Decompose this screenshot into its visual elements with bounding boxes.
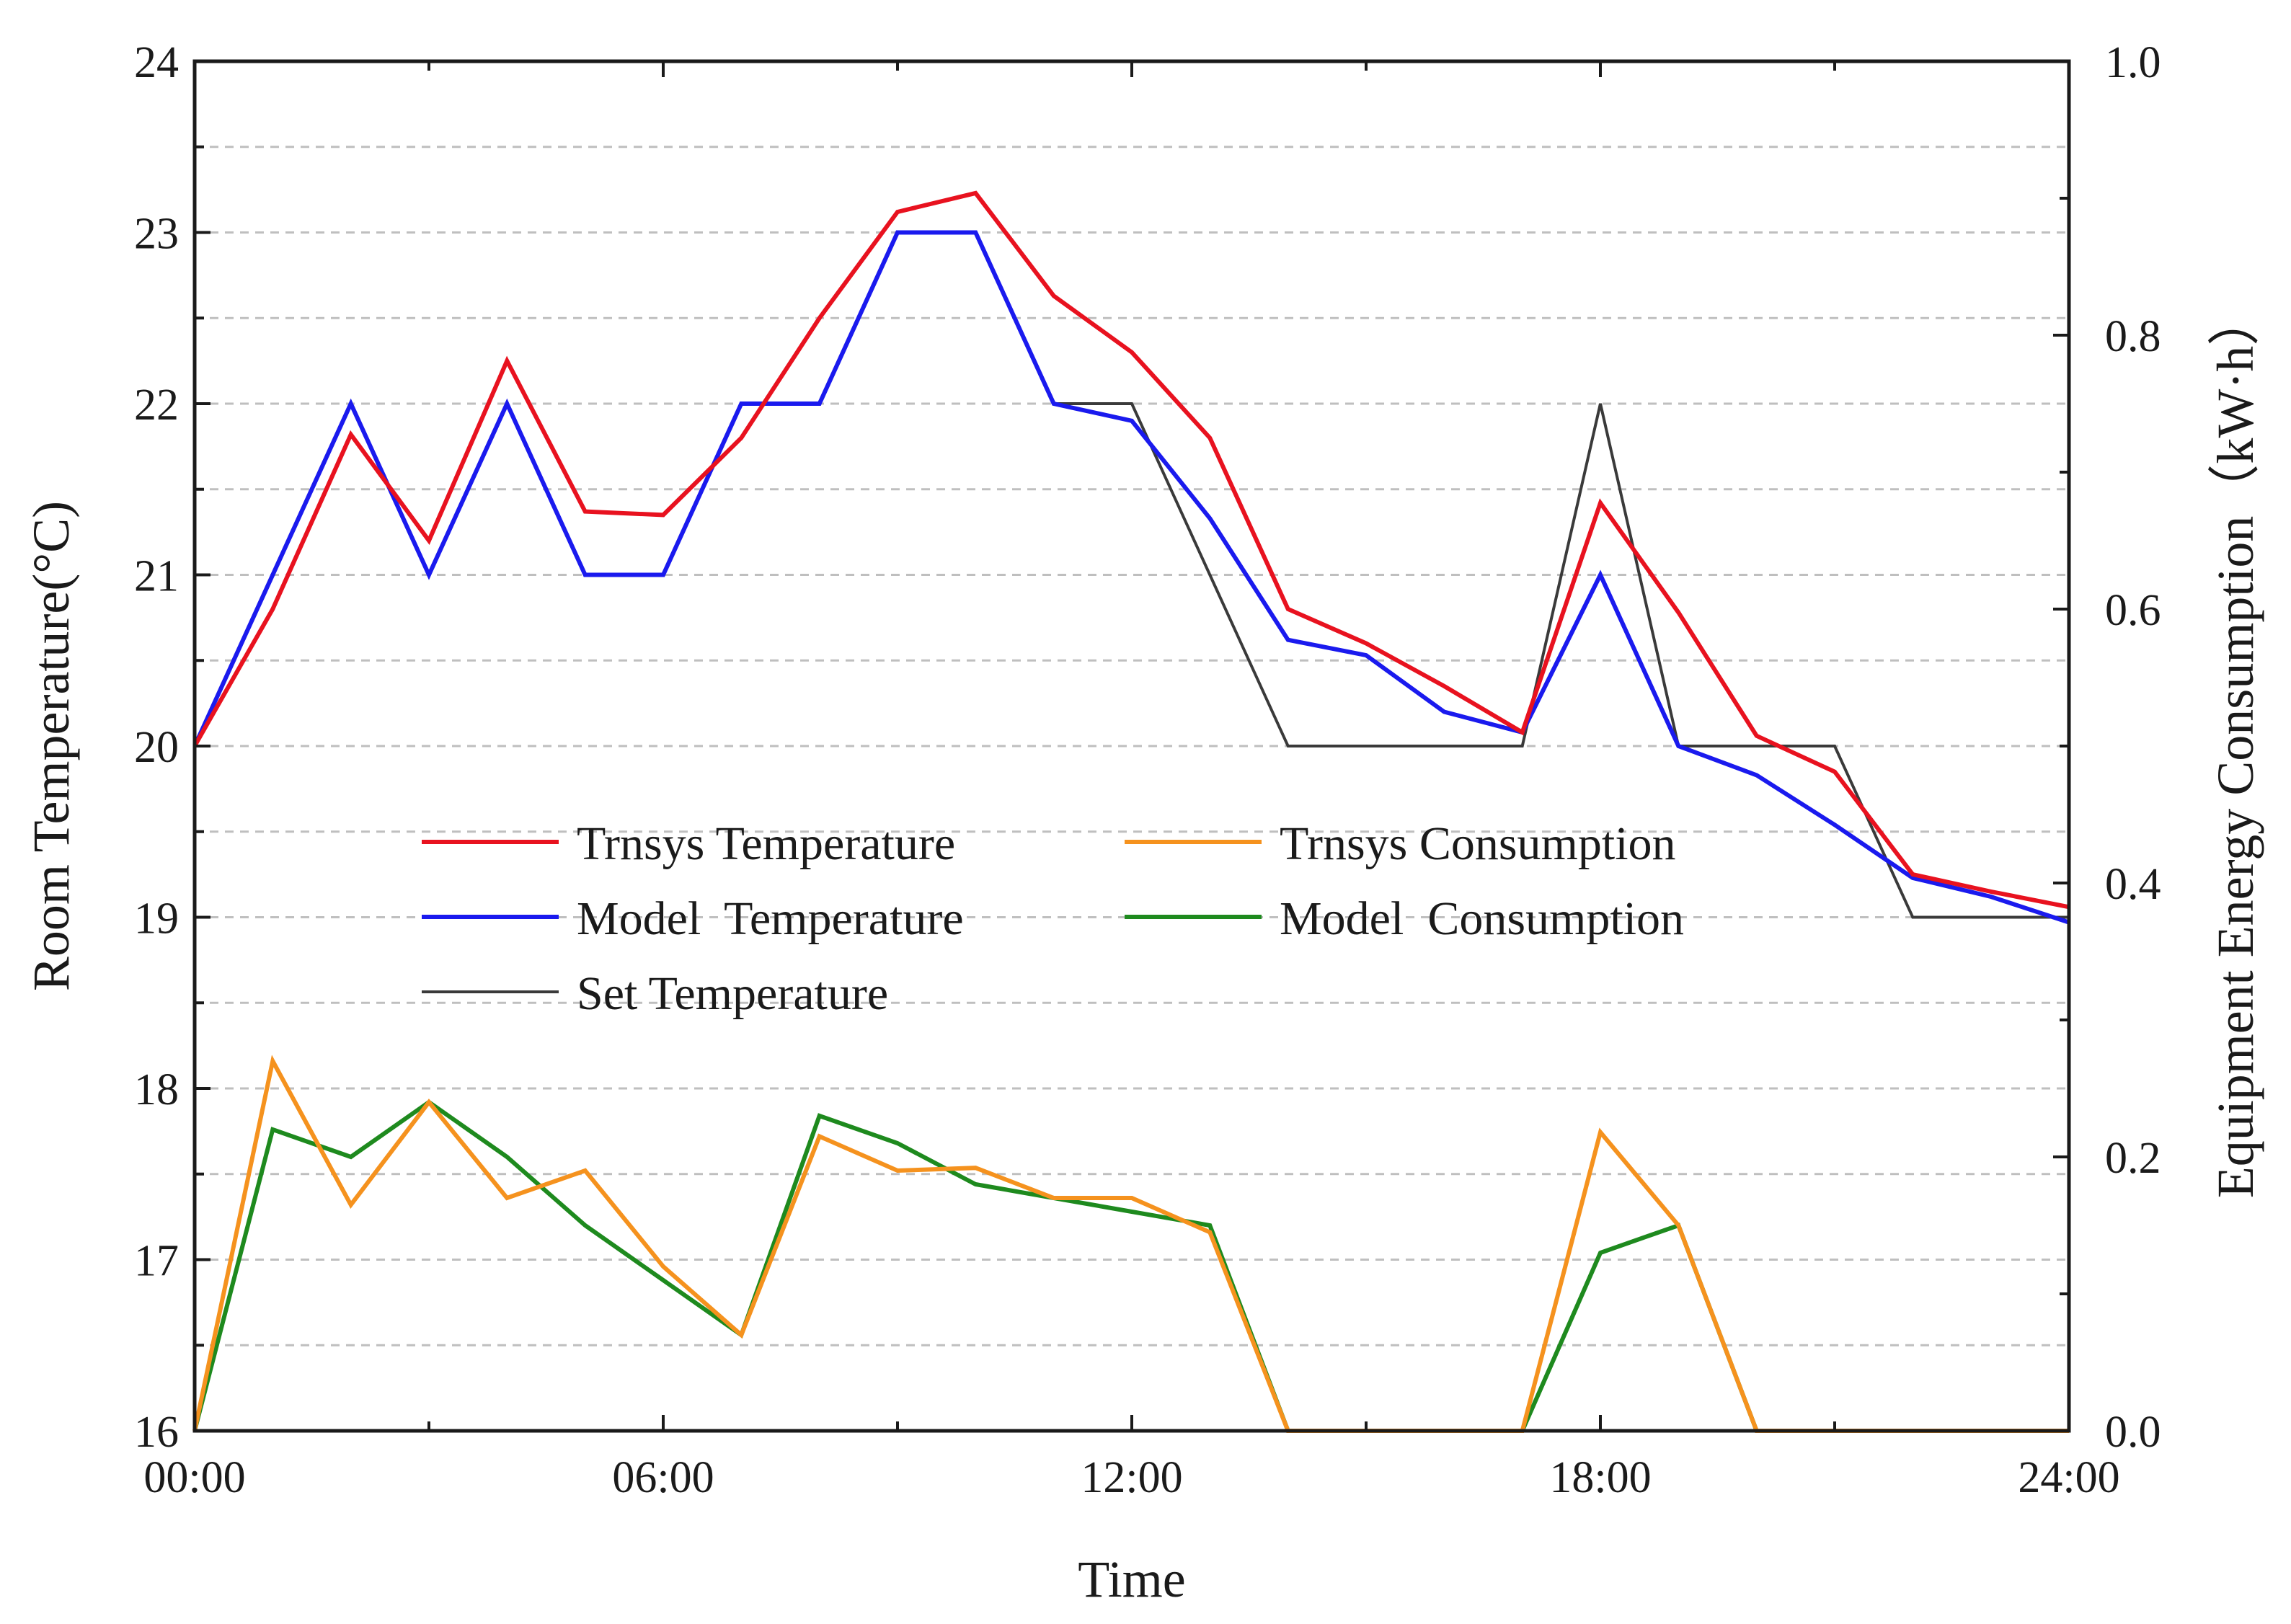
axis-ticks [193,60,2070,1432]
y-axis-right-title: Equipment Energy Consumption（kW·h） [2207,294,2264,1199]
series-line-model-consumption [192,1099,2069,1433]
x-tick-label: 12:00 [1081,1453,1182,1502]
y-left-tick-label: 24 [134,38,179,87]
y-right-tick-label: 0.8 [2105,312,2161,361]
legend-label-model-temperature: Model Temperature [577,892,964,945]
x-axis-title: Time [1078,1550,1185,1608]
y-axis-left-title: Room Temperature(°C) [22,501,80,991]
x-tick-label: 18:00 [1549,1453,1651,1502]
y-left-tick-label: 23 [134,210,179,259]
y-left-tick-label: 19 [134,895,179,944]
legend-label-trnsys-consumption: Trnsys Consumption [1280,817,1676,870]
y-left-tick-label: 18 [134,1065,179,1114]
y-left-tick-label: 17 [134,1237,179,1286]
tick-labels: 00:00 06:00 12:00 18:00 24:00 16 17 18 19 20 21 22 2… [134,38,2161,1502]
legend-label-model-consumption: Model Consumption [1280,892,1684,945]
legend: Trnsys Temperature Model Temperature Set… [422,817,1684,1020]
legend-label-set-temperature: Set Temperature [577,967,888,1020]
y-left-tick-label: 16 [134,1408,179,1457]
y-right-tick-label: 0.0 [2105,1408,2161,1457]
legend-label-trnsys-temperature: Trnsys Temperature [577,817,955,870]
x-tick-label: 24:00 [2018,1453,2119,1502]
y-right-tick-label: 0.4 [2105,860,2161,909]
y-left-tick-label: 20 [134,723,179,772]
x-tick-label: 06:00 [612,1453,714,1502]
y-right-tick-label: 1.0 [2105,38,2161,87]
series-line-trnsys-consumption [192,1055,2069,1433]
x-tick-label: 00:00 [143,1453,245,1502]
series-lines [192,190,2070,1433]
y-left-tick-label: 22 [134,381,179,430]
series-line-trnsys-temperature [192,190,2070,910]
y-right-tick-label: 0.2 [2105,1134,2161,1183]
y-left-tick-label: 21 [134,552,179,601]
series-line-model-temperature [192,230,2070,925]
y-right-tick-label: 0.6 [2105,586,2161,635]
